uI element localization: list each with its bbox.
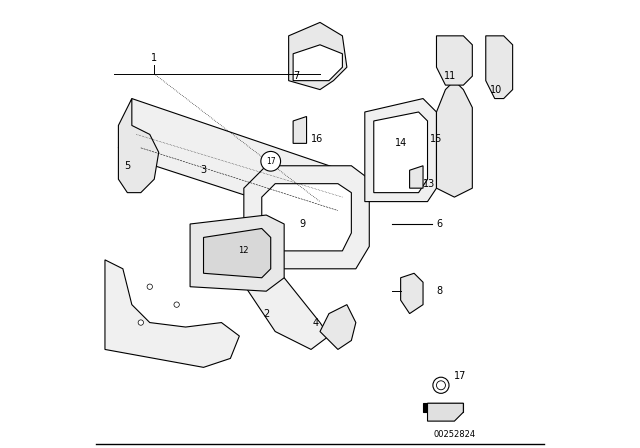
- Text: 13: 13: [423, 179, 435, 189]
- Text: 14: 14: [394, 138, 407, 148]
- Polygon shape: [365, 99, 436, 202]
- Text: 10: 10: [490, 85, 502, 95]
- Polygon shape: [423, 403, 463, 412]
- Polygon shape: [486, 36, 513, 99]
- Polygon shape: [204, 228, 271, 278]
- Text: 9: 9: [299, 219, 305, 229]
- Text: 8: 8: [436, 286, 443, 296]
- Polygon shape: [217, 233, 329, 349]
- Polygon shape: [374, 112, 428, 193]
- Text: 5: 5: [124, 161, 131, 171]
- Text: 3: 3: [200, 165, 207, 175]
- Text: 00252824: 00252824: [433, 430, 476, 439]
- Text: 2: 2: [263, 309, 269, 319]
- Text: 1: 1: [151, 53, 157, 63]
- Polygon shape: [410, 166, 423, 188]
- Text: 17: 17: [266, 157, 276, 166]
- Polygon shape: [262, 184, 351, 251]
- Text: 7: 7: [293, 71, 300, 81]
- Polygon shape: [293, 45, 342, 81]
- Polygon shape: [105, 260, 239, 367]
- Circle shape: [138, 320, 143, 325]
- Polygon shape: [401, 273, 423, 314]
- Circle shape: [174, 302, 179, 307]
- Polygon shape: [428, 403, 463, 421]
- Polygon shape: [436, 36, 472, 85]
- Polygon shape: [293, 116, 307, 143]
- Polygon shape: [436, 81, 472, 197]
- Text: 11: 11: [444, 71, 456, 81]
- Polygon shape: [289, 22, 347, 90]
- Polygon shape: [118, 99, 365, 224]
- Text: 6: 6: [436, 219, 443, 229]
- Circle shape: [433, 377, 449, 393]
- Text: 4: 4: [312, 318, 319, 327]
- Text: 12: 12: [239, 246, 249, 255]
- Circle shape: [261, 151, 280, 171]
- Circle shape: [436, 381, 445, 390]
- Circle shape: [147, 284, 152, 289]
- Polygon shape: [118, 99, 159, 193]
- Polygon shape: [244, 166, 369, 269]
- Text: 17: 17: [454, 371, 467, 381]
- Polygon shape: [190, 215, 284, 291]
- Text: 15: 15: [430, 134, 443, 144]
- Polygon shape: [320, 305, 356, 349]
- Text: 16: 16: [311, 134, 323, 144]
